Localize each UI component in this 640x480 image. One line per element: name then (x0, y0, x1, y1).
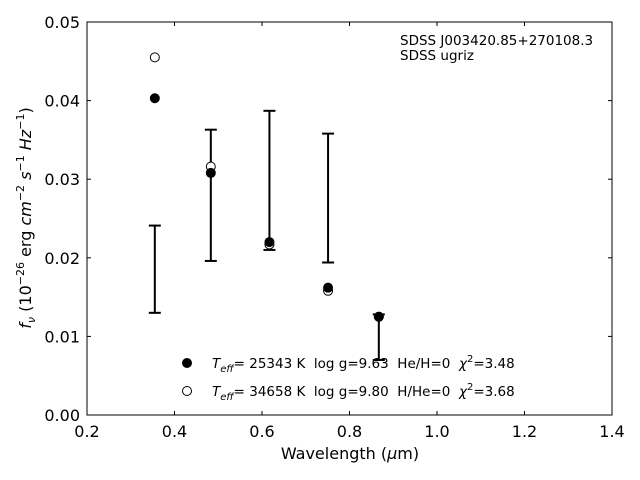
legend-entry-2: Teff= 34658 K log g=9.80 H/He=0 χ2=3.68 (212, 382, 515, 403)
x-axis-ticks: 0.2 0.4 0.6 0.8 1.0 1.2 1.4 (74, 22, 625, 441)
error-bar (204, 128, 217, 262)
model-point-filled (323, 282, 334, 293)
y-tick-label: 0.00 (44, 406, 80, 425)
legend: Teff= 25343 K log g=9.63 He/H=0 χ2=3.48 … (182, 354, 515, 403)
model-point-filled (264, 237, 275, 248)
error-bar (263, 109, 276, 251)
y-tick-label: 0.02 (44, 249, 80, 268)
legend-marker-open (182, 386, 192, 396)
model-point-filled (373, 311, 384, 322)
error-bar (322, 132, 335, 264)
data-points (149, 52, 384, 322)
y-tick-label: 0.05 (44, 13, 80, 32)
x-tick-label: 1.4 (599, 422, 624, 441)
x-tick-label: 1.2 (512, 422, 537, 441)
x-tick-label: 1.0 (424, 422, 449, 441)
legend-marker-filled (182, 358, 192, 368)
y-tick-label: 0.03 (44, 170, 80, 189)
error-bars (148, 109, 385, 361)
y-tick-label: 0.01 (44, 327, 80, 346)
annotation-survey: SDSS ugriz (400, 48, 474, 64)
x-tick-label: 0.8 (337, 422, 362, 441)
x-axis-label: Wavelength (μm) (281, 444, 419, 463)
model-point-filled (149, 93, 160, 104)
y-axis-ticks: 0.00 0.01 0.02 0.03 0.04 0.05 (44, 13, 612, 425)
error-bar (148, 224, 161, 314)
model-point-open (149, 52, 160, 63)
model-point-filled (205, 167, 216, 178)
x-tick-label: 0.6 (249, 422, 274, 441)
y-axis-label: fν (10−26 erg cm−2 s−1 Hz−1) (14, 107, 38, 328)
x-tick-label: 0.4 (162, 422, 187, 441)
annotation-object-name: SDSS J003420.85+270108.3 (400, 33, 593, 49)
legend-entry-1: Teff= 25343 K log g=9.63 He/H=0 χ2=3.48 (212, 354, 515, 375)
y-tick-label: 0.04 (44, 92, 80, 111)
x-tick-label: 0.2 (74, 422, 99, 441)
